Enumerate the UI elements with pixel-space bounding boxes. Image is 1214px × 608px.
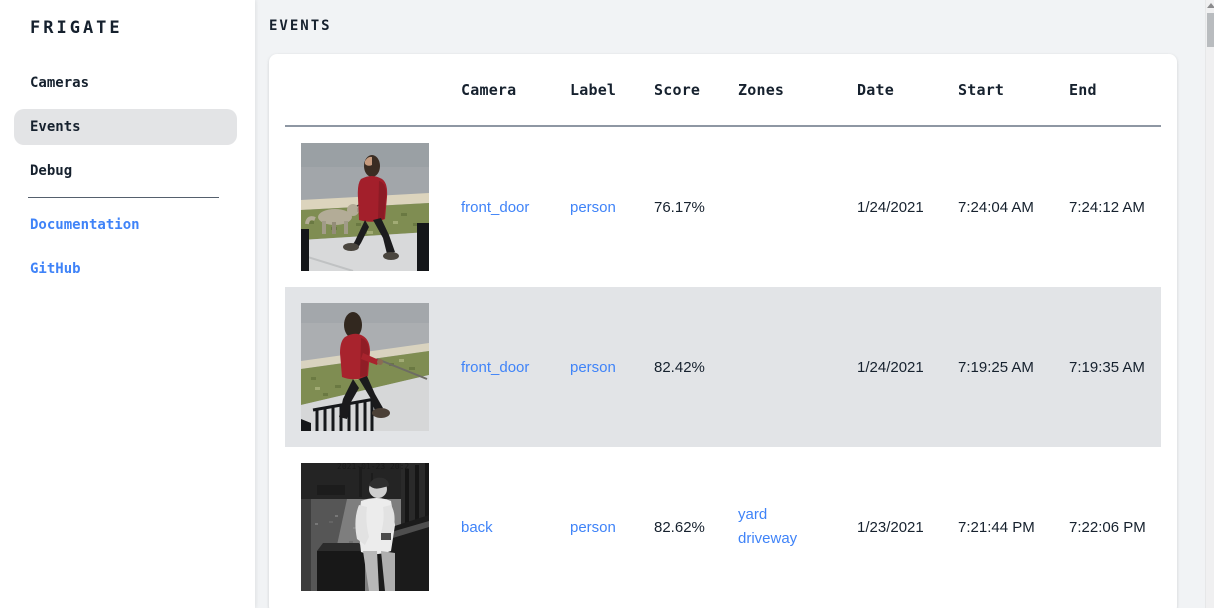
camera-link[interactable]: back [461, 518, 493, 536]
event-thumbnail: 2021-01-23 20:2 [285, 463, 445, 591]
app-logo: FRIGATE [30, 18, 123, 38]
zone-link[interactable]: driveway [738, 530, 798, 547]
event-row[interactable]: 2021-01-23 20:2 back person 82.62% yard d… [285, 447, 1161, 607]
column-header-end: End [1069, 80, 1097, 99]
start-value: 7:24:04 AM [958, 198, 1034, 216]
start-value: 7:19:25 AM [958, 358, 1034, 376]
scroll-up-arrow-icon[interactable] [1207, 3, 1214, 8]
column-header-label: Label [570, 80, 617, 99]
events-card: Camera Label Score Zones Date Start End [269, 54, 1177, 608]
label-link[interactable]: person [570, 358, 616, 376]
event-thumbnail [285, 143, 445, 271]
score-value: 82.42% [654, 358, 705, 376]
end-value: 7:24:12 AM [1069, 198, 1145, 216]
end-value: 7:22:06 PM [1069, 518, 1146, 536]
label-link[interactable]: person [570, 198, 616, 216]
vertical-scrollbar[interactable] [1205, 0, 1214, 608]
sidebar: FRIGATE Cameras Events Debug Documentati… [0, 0, 255, 608]
page-title: EVENTS [269, 18, 332, 34]
sidebar-link-documentation[interactable]: Documentation [30, 217, 140, 233]
column-header-date: Date [857, 80, 894, 99]
sidebar-item-debug[interactable]: Debug [30, 163, 73, 179]
snapshot-person-infrared: 2021-01-23 20:2 [301, 463, 429, 591]
svg-text:2021-01-23 20:2: 2021-01-23 20:2 [337, 463, 409, 471]
event-row[interactable]: front_door person 76.17% 1/24/2021 7:24:… [285, 127, 1161, 287]
date-value: 1/24/2021 [857, 358, 924, 376]
snapshot-person-with-leash [301, 303, 429, 431]
column-header-zones: Zones [738, 80, 785, 99]
column-header-start: Start [958, 80, 1005, 99]
date-value: 1/23/2021 [857, 518, 924, 536]
sidebar-item-cameras[interactable]: Cameras [30, 75, 90, 91]
snapshot-person-with-dog [301, 143, 429, 271]
zone-link[interactable]: yard [738, 506, 768, 523]
events-table-header: Camera Label Score Zones Date Start End [285, 54, 1161, 127]
date-value: 1/24/2021 [857, 198, 924, 216]
event-row[interactable]: front_door person 82.42% 1/24/2021 7:19:… [285, 287, 1161, 447]
sidebar-nav: Cameras Events Debug Documentation GitHu… [0, 65, 255, 287]
main-content: EVENTS Camera Label Score Zones Date Sta… [255, 0, 1214, 608]
start-value: 7:21:44 PM [958, 518, 1035, 536]
sidebar-divider [28, 197, 219, 198]
events-table-body: front_door person 76.17% 1/24/2021 7:24:… [285, 127, 1161, 607]
column-header-score: Score [654, 80, 701, 99]
score-value: 82.62% [654, 518, 705, 536]
sidebar-item-events[interactable]: Events [14, 109, 237, 145]
end-value: 7:19:35 AM [1069, 358, 1145, 376]
camera-link[interactable]: front_door [461, 358, 530, 376]
sidebar-header: FRIGATE [0, 0, 255, 46]
sidebar-link-github[interactable]: GitHub [30, 261, 81, 277]
score-value: 76.17% [654, 198, 705, 216]
label-link[interactable]: person [570, 518, 616, 536]
zones-cell: yard driveway [722, 503, 841, 551]
camera-link[interactable]: front_door [461, 198, 530, 216]
scrollbar-thumb[interactable] [1207, 13, 1214, 47]
event-thumbnail [285, 303, 445, 431]
column-header-camera: Camera [461, 80, 517, 99]
